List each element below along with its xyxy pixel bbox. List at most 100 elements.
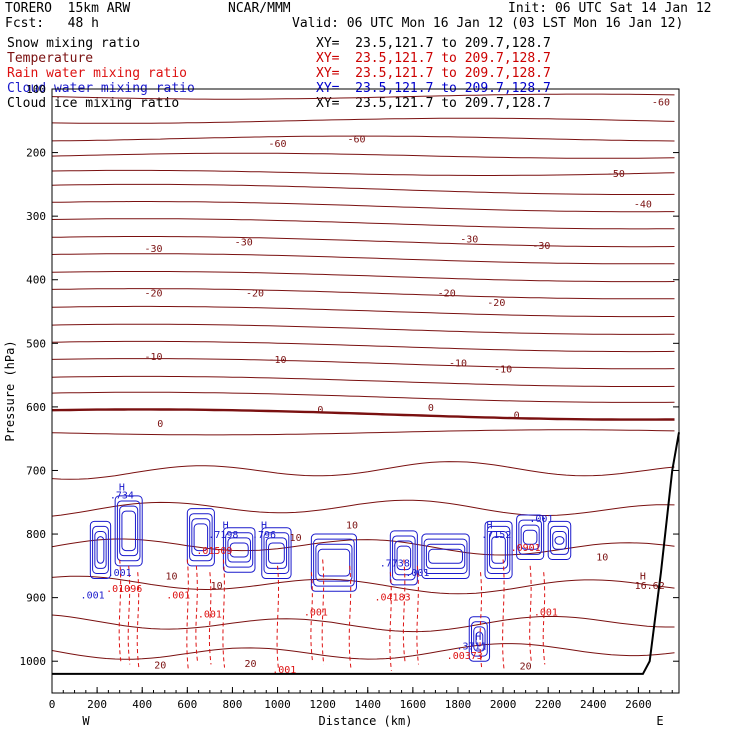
temperature-isotherm [51,135,675,142]
extrema-label: .796 [252,530,276,541]
cloud-water-contour [484,520,513,580]
temperature-isotherm [51,253,675,265]
extrema-label: .001 [81,590,105,601]
x-tick-label: 400 [132,698,152,711]
extrema-label: .001 [198,610,222,621]
temperature-isotherm [51,201,675,213]
extrema-label: .01509 [196,546,232,557]
rain-contour [529,565,532,662]
temperature-label: -60 [347,135,365,146]
rain-contour [276,565,280,671]
cloud-water-contour [121,510,136,552]
cloud-water-contour [471,621,488,657]
cloud-water-contour [268,542,285,564]
y-tick-label: 700 [26,464,46,477]
extrema-label: .001 [304,608,328,619]
cloud-water-contour [486,525,511,574]
cloud-water-contour [489,531,509,569]
cloud-water-contour [310,533,357,592]
cloud-water-contour [222,527,256,573]
x-tick-label: 1800 [445,698,472,711]
cloud-water-contour [225,532,254,568]
temperature-label: -10 [269,355,287,366]
field-label-snow: Snow mixing ratio [7,36,141,51]
cloud-water-contour [491,536,506,564]
field-label-cloud-ice: Cloud ice mixing ratio [7,96,180,111]
cloud-water-contour [96,536,105,564]
temperature-isotherm [51,358,675,370]
terrain [52,432,680,675]
cloud-water-contour [92,525,109,574]
x-tick-label: 2400 [580,698,607,711]
cloud-water-contours [89,495,572,662]
extrema-label: .7738 [380,559,410,570]
cloud-water-contour [473,626,486,652]
temperature-label: 10 [290,533,302,544]
field-label-rain: Rain water mixing ratio [7,66,188,81]
contour-labels: -60 -60 -60 -50 -40 -30 -30 -30 -30 -20 -20 -20 -20 -… [81,98,670,676]
init-time: Init: 06 UTC Sat 14 Jan 12 [508,1,712,16]
x-tick-label: 800 [222,698,242,711]
axes: 0 200 400 600 800 1000 1200 1400 1600 1800 2000 220… [3,83,680,728]
x-tick-label: 0 [49,698,56,711]
cloud-water-contour [392,535,416,581]
cloud-water-contour [389,530,418,586]
x-tick-label: 1200 [309,698,336,711]
temperature-isotherm [51,643,675,660]
extrema-label: .734 [110,491,134,502]
rain-contour [542,572,546,665]
temperature-isotherm [51,375,675,387]
cloud-water-contour [229,542,249,558]
temperature-isotherm [51,614,675,633]
extrema-label: H [487,521,493,532]
cloud-water-contour [552,531,567,550]
y-tick-label: 100 [26,83,46,96]
rain-contour [502,559,505,671]
extrema-label: .001 [166,590,190,601]
cloud-water-contour [421,533,470,580]
temperature-isotherm [51,408,675,421]
temperature-contours [51,93,675,660]
cloud-water-contour [423,538,468,574]
temperature-label: -60 [269,139,287,150]
temperature-label: -60 [652,98,670,109]
cloud-water-contour [425,543,466,569]
temperature-label: 20 [520,662,532,673]
temperature-isotherm [51,271,675,283]
temperature-label: 0 [428,403,434,414]
cloud-water-contour [94,531,107,569]
extrema-label: H [223,521,229,532]
x-tick-label: 2000 [490,698,517,711]
cloud-water-contour [261,527,292,580]
temperature-label: -20 [438,288,456,299]
extrema-label: H [475,632,481,643]
rain-contour [389,572,392,671]
temperature-isotherm [51,575,675,595]
x-tick-label: 600 [177,698,197,711]
y-tick-label: 300 [26,210,46,223]
cloud-water-contour [189,513,213,562]
y-tick-label: 1000 [20,655,47,668]
cloud-water-contour [475,631,484,647]
temperature-isotherm [51,236,675,248]
temperature-isotherm [51,538,675,556]
rain-contour [195,565,198,662]
y-tick-label: 200 [26,147,46,160]
temperature-label: -30 [144,244,162,255]
extrema-label: H [640,571,646,582]
temperature-isotherm [51,152,675,159]
temperature-label: -30 [460,234,478,245]
cloud-water-contour [191,518,211,557]
rain-contour [479,572,483,668]
x-tick-label: 1400 [355,698,382,711]
cloud-water-contour [468,616,491,662]
x-axis-label: Distance (km) [319,714,413,728]
cloud-water-contour [547,520,572,560]
extrema-label: 16.62 [635,581,665,592]
x-tick-label: 200 [87,698,107,711]
temperature-isotherm [51,340,675,353]
x-axis-east-label: E [656,714,663,728]
temperature-isotherm [51,169,675,176]
y-tick-label: 500 [26,337,46,350]
cloud-water-contour [549,525,569,555]
